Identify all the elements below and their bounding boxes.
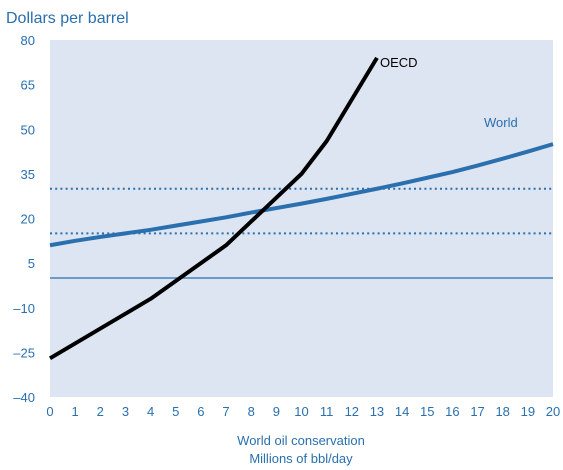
x-tick-label: 3 bbox=[122, 404, 129, 419]
x-tick-labels: 0 1 2 3 4 5 6 7 8 9 10 11 12 13 14 15 16 17 18 19 20 bbox=[46, 404, 560, 419]
series-line-world bbox=[49, 142, 554, 248]
x-tick-label: 11 bbox=[320, 404, 334, 419]
series-label-world: World bbox=[484, 115, 518, 130]
x-tick-label: 9 bbox=[273, 404, 280, 419]
y-tick-labels: 80 65 50 35 20 5 –10 –25 –40 bbox=[13, 33, 35, 405]
x-tick-label: 12 bbox=[345, 404, 359, 419]
x-axis-title-line1: World oil conservation bbox=[237, 433, 365, 448]
x-tick-label: 10 bbox=[294, 404, 308, 419]
y-tick-label: –25 bbox=[13, 345, 35, 360]
x-tick-label: 1 bbox=[72, 404, 79, 419]
y-tick-label: –40 bbox=[13, 390, 35, 405]
y-tick-label: 80 bbox=[21, 33, 35, 48]
x-tick-label: 0 bbox=[46, 404, 53, 419]
x-tick-label: 8 bbox=[248, 404, 255, 419]
x-tick-label: 7 bbox=[222, 404, 229, 419]
y-tick-label: 5 bbox=[28, 256, 35, 271]
x-tick-label: 20 bbox=[546, 404, 560, 419]
x-tick-label: 13 bbox=[370, 404, 384, 419]
series-lines bbox=[48, 56, 554, 361]
y-tick-label: 65 bbox=[21, 78, 35, 93]
x-tick-label: 17 bbox=[470, 404, 484, 419]
x-tick-label: 14 bbox=[395, 404, 409, 419]
x-tick-label: 16 bbox=[445, 404, 459, 419]
x-tick-label: 15 bbox=[420, 404, 434, 419]
y-axis-title: Dollars per barrel bbox=[6, 10, 129, 27]
x-tick-label: 19 bbox=[521, 404, 535, 419]
x-tick-label: 2 bbox=[97, 404, 104, 419]
x-tick-label: 4 bbox=[147, 404, 154, 419]
x-tick-label: 5 bbox=[172, 404, 179, 419]
series-label-oecd: OECD bbox=[380, 55, 418, 70]
x-axis-title-line2: Millions of bbl/day bbox=[249, 451, 353, 466]
y-tick-label: –10 bbox=[13, 301, 35, 316]
y-tick-label: 35 bbox=[21, 167, 35, 182]
y-tick-label: 20 bbox=[21, 212, 35, 227]
series-line-oecd bbox=[48, 56, 379, 361]
x-tick-label: 6 bbox=[197, 404, 204, 419]
y-tick-label: 50 bbox=[21, 122, 35, 137]
x-tick-label: 18 bbox=[495, 404, 509, 419]
plot-area bbox=[50, 40, 553, 397]
